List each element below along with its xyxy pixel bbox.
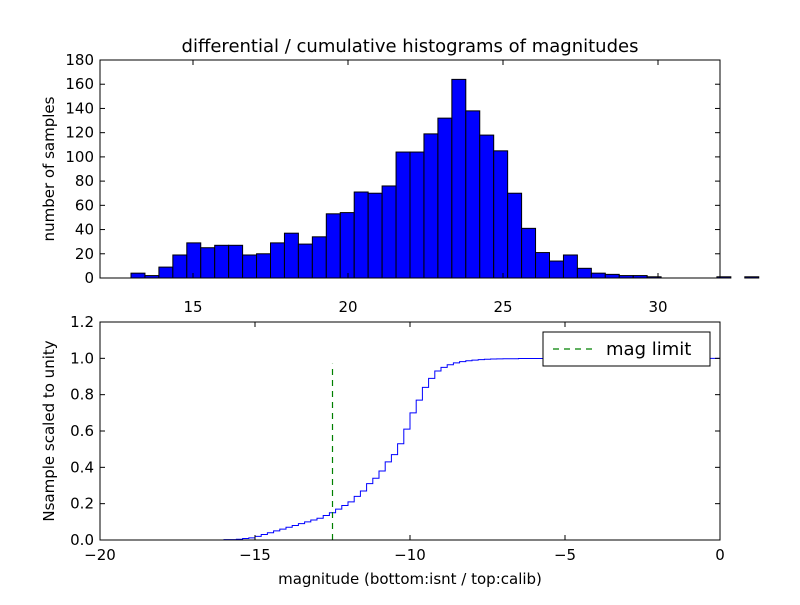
top-axis-ticks: 0 20 40 60 80 100 120 140 160 180 15 20 25 30: [65, 51, 720, 316]
cumulative-line: [100, 357, 721, 541]
histogram-bar: [744, 276, 760, 279]
y-tick-label: 120: [65, 124, 94, 142]
histogram-bar: [256, 253, 271, 279]
histogram-bar: [130, 272, 146, 279]
histogram-bar: [451, 78, 467, 279]
y-axis-label: number of samples: [40, 96, 58, 241]
histogram-bar: [395, 151, 411, 279]
histogram-bar: [381, 185, 397, 279]
histogram-bar: [507, 192, 523, 279]
x-tick-label: 25: [493, 298, 512, 316]
x-tick-label: 0: [715, 546, 725, 564]
x-tick-label: −20: [84, 546, 116, 564]
histogram-bar: [423, 133, 439, 279]
y-tick-label: 1.2: [70, 313, 94, 331]
top-plot-frame: [99, 59, 721, 279]
histogram-bar: [590, 272, 606, 279]
histogram-bar: [535, 252, 550, 279]
cumulative-lines: [100, 357, 721, 541]
x-tick-label: −10: [394, 546, 426, 564]
x-tick-label: 15: [183, 298, 202, 316]
differential-histogram: differential / cumulative histograms of …: [40, 36, 760, 316]
x-axis-label: magnitude (bottom:isnt / top:calib): [278, 570, 542, 588]
histogram-bar: [339, 212, 355, 279]
y-tick-label: 80: [75, 172, 94, 190]
y-tick-label: 140: [65, 99, 94, 117]
y-axis-label: Nsample scaled to unity: [40, 340, 58, 521]
histogram-bar: [297, 243, 313, 279]
y-tick-label: 60: [75, 196, 94, 214]
cumulative-plot: 0.0 0.2 0.4 0.6 0.8 1.0 1.2 −20 −15 −10 −5 0 Nsampl…: [40, 313, 725, 588]
y-tick-label: 0.2: [70, 495, 94, 513]
histogram-bar: [228, 244, 244, 279]
histogram-bar: [367, 192, 383, 279]
bottom-plot-frame: [99, 321, 721, 541]
histogram-bar: [479, 134, 495, 279]
histogram-bar: [437, 117, 453, 279]
histogram-bar: [325, 213, 341, 279]
histogram-bar: [311, 236, 327, 279]
histogram-bar: [200, 247, 216, 279]
y-tick-label: 180: [65, 51, 94, 69]
legend-label: mag limit: [606, 339, 691, 360]
x-tick-label: −5: [554, 546, 576, 564]
histogram-bars: [130, 78, 760, 279]
y-tick-label: 1.0: [70, 349, 94, 367]
histogram-bar: [186, 242, 202, 279]
histogram-bar: [214, 244, 230, 279]
bottom-axis-ticks: 0.0 0.2 0.4 0.6 0.8 1.0 1.2 −20 −15 −10 −5 0: [70, 313, 725, 564]
histogram-bar: [493, 150, 509, 279]
histogram-bar: [283, 232, 299, 279]
histogram-bar: [576, 267, 592, 279]
histogram-bar: [465, 110, 481, 279]
legend-box: [542, 331, 711, 367]
x-tick-label: 30: [648, 298, 667, 316]
y-tick-label: 0: [84, 269, 94, 287]
y-tick-label: 0.8: [70, 386, 94, 404]
chart-title: differential / cumulative histograms of …: [182, 36, 639, 57]
histogram-bar: [158, 266, 174, 279]
y-tick-label: 0.6: [70, 422, 94, 440]
y-tick-label: 100: [65, 148, 94, 166]
histogram-bar: [242, 254, 258, 279]
histogram-bar: [409, 151, 425, 279]
histogram-bar: [716, 276, 732, 279]
histogram-bar: [549, 260, 564, 279]
histogram-bar: [270, 242, 285, 279]
histogram-bar: [562, 254, 578, 279]
y-tick-label: 160: [65, 75, 94, 93]
y-tick-label: 40: [75, 221, 94, 239]
y-tick-label: 0.4: [70, 458, 94, 476]
histogram-bar: [353, 191, 369, 279]
chart-legend: mag limit: [542, 331, 711, 367]
y-tick-label: 20: [75, 245, 94, 263]
histogram-bar: [172, 254, 188, 279]
y-tick-label: 0.0: [70, 531, 94, 549]
x-tick-label: 20: [338, 298, 357, 316]
histogram-bar: [604, 273, 620, 279]
histogram-bar: [521, 227, 537, 279]
x-tick-label: −15: [239, 546, 271, 564]
